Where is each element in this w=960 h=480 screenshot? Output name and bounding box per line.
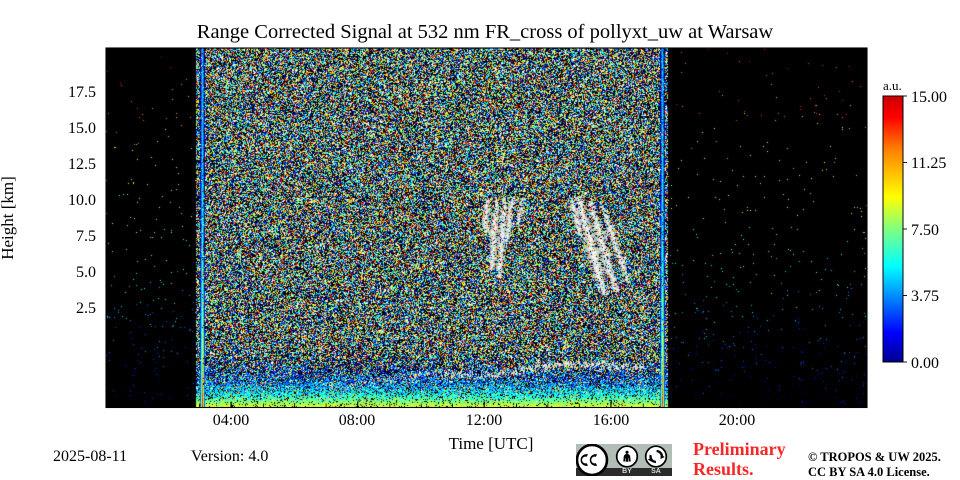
svg-text:BY: BY [622, 468, 632, 475]
svg-text:SA: SA [651, 468, 661, 475]
